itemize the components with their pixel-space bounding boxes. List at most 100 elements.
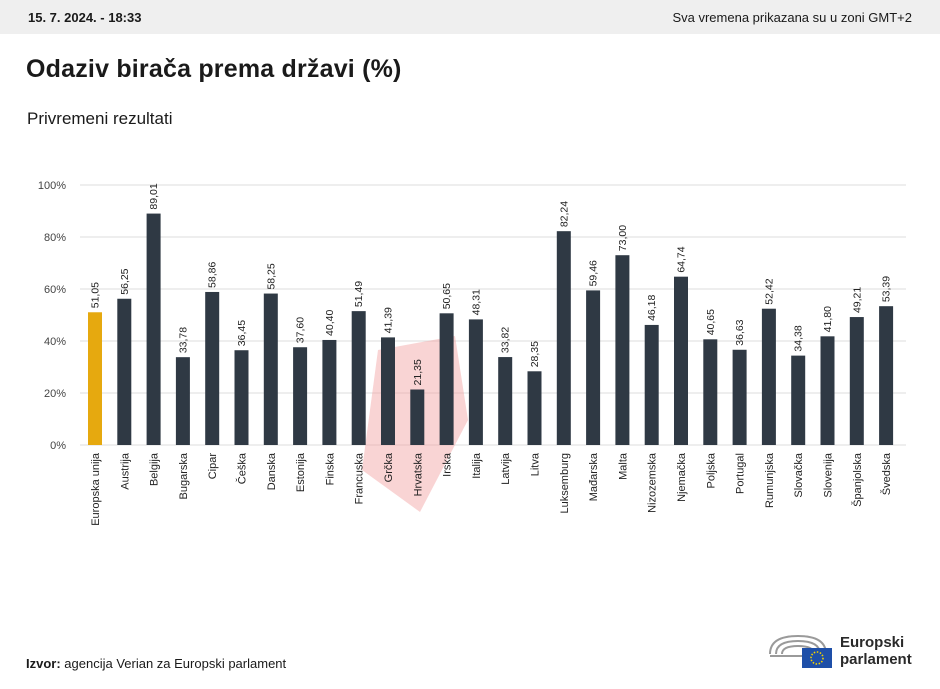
category-label: Grčka xyxy=(383,452,395,482)
bar xyxy=(761,308,776,445)
bar xyxy=(644,324,659,445)
bar xyxy=(234,350,249,445)
bar xyxy=(146,213,161,445)
bar xyxy=(410,389,425,445)
category-label: Estonija xyxy=(295,452,307,492)
y-tick-label: 100% xyxy=(38,180,66,192)
ep-logo: Europski parlament xyxy=(768,630,928,672)
bar xyxy=(615,255,630,445)
bar xyxy=(175,357,190,445)
bar-value-label: 59,46 xyxy=(588,260,600,286)
bar xyxy=(556,231,571,445)
bar xyxy=(439,313,454,445)
bar xyxy=(322,339,337,445)
bar-value-label: 40,40 xyxy=(324,310,336,336)
category-label: Cipar xyxy=(207,453,219,480)
category-label: Slovačka xyxy=(793,452,805,498)
logo-line-2: parlament xyxy=(840,651,912,668)
logo-line-1: Europski xyxy=(840,634,905,651)
timezone-note: Sva vremena prikazana su u zoni GMT+2 xyxy=(672,9,912,25)
category-label: Italija xyxy=(471,452,483,479)
bar xyxy=(703,339,718,445)
category-label: Slovenija xyxy=(823,452,835,498)
bar xyxy=(381,337,395,445)
bar-value-label: 36,63 xyxy=(734,319,746,345)
bar-value-label: 48,31 xyxy=(470,289,482,315)
bar-value-label: 51,49 xyxy=(353,281,365,307)
chart-title: Odaziv birača prema državi (%) xyxy=(26,55,402,83)
bar-value-label: 21,35 xyxy=(412,359,424,385)
y-tick-label: 0% xyxy=(50,440,66,452)
bar xyxy=(732,349,747,445)
category-label: Malta xyxy=(617,452,629,480)
category-label: Hrvatska xyxy=(412,452,424,496)
source-label: Izvor: xyxy=(26,656,61,671)
category-label: Finska xyxy=(324,452,336,485)
bar-value-label: 89,01 xyxy=(148,183,160,209)
bar-value-label: 50,65 xyxy=(441,283,453,309)
category-label: Češka xyxy=(236,452,249,484)
bar-value-label: 33,78 xyxy=(177,327,189,353)
bar-value-label: 82,24 xyxy=(558,201,570,227)
top-bar: 15. 7. 2024. - 18:33 Sva vremena prikaza… xyxy=(0,0,940,34)
parliament-icon xyxy=(769,634,832,668)
category-label: Portugal xyxy=(735,453,747,494)
bar-value-label: 46,18 xyxy=(646,294,658,320)
bar xyxy=(293,347,308,445)
category-label: Europska unija xyxy=(90,452,102,526)
category-label: Danska xyxy=(266,452,278,490)
category-label: Španjolska xyxy=(851,452,864,507)
bar-value-label: 51,05 xyxy=(90,282,102,308)
category-label: Francuska xyxy=(354,452,366,504)
bar-value-label: 58,86 xyxy=(207,262,219,288)
y-tick-label: 40% xyxy=(44,336,66,348)
bar-value-label: 41,39 xyxy=(383,307,395,333)
category-label: Litva xyxy=(530,452,542,476)
category-label: Luksemburg xyxy=(559,453,571,514)
bar-value-label: 37,60 xyxy=(295,317,307,343)
bar xyxy=(88,312,102,445)
category-label: Mađarska xyxy=(588,452,600,501)
category-label: Belgija xyxy=(149,452,161,486)
bar xyxy=(820,336,835,445)
bar-value-label: 36,45 xyxy=(236,320,248,346)
bar-value-label: 34,38 xyxy=(793,325,805,351)
source-note: Izvor: agencija Verian za Europski parla… xyxy=(26,656,286,671)
chart-subtitle: Privremeni rezultati xyxy=(27,109,173,128)
bar-value-label: 41,80 xyxy=(822,306,834,332)
bar-value-label: 64,74 xyxy=(676,246,688,272)
bar xyxy=(263,293,278,445)
category-label: Njemačka xyxy=(676,452,688,502)
bar-value-label: 58,25 xyxy=(265,263,277,289)
bar xyxy=(527,371,542,445)
bar xyxy=(879,306,894,445)
source-text: agencija Verian za Europski parlament xyxy=(60,656,287,671)
datetime: 15. 7. 2024. - 18:33 xyxy=(28,9,142,25)
bar-value-label: 53,39 xyxy=(881,276,893,302)
bar-value-label: 52,42 xyxy=(763,278,775,304)
bar xyxy=(791,355,806,445)
y-tick-label: 80% xyxy=(44,232,66,244)
category-label: Austrija xyxy=(119,452,131,490)
y-tick-label: 60% xyxy=(44,284,66,296)
bar xyxy=(117,298,132,445)
bar xyxy=(205,291,220,445)
bar-value-label: 56,25 xyxy=(119,268,131,294)
category-label: Nizozemska xyxy=(647,452,659,513)
category-label: Rumunjska xyxy=(764,452,776,508)
category-label: Latvija xyxy=(500,452,512,485)
bar xyxy=(468,319,483,445)
bar xyxy=(351,311,366,445)
bar xyxy=(674,276,688,445)
bar-value-label: 73,00 xyxy=(617,225,629,251)
bar xyxy=(586,290,601,445)
bar-value-label: 28,35 xyxy=(529,341,541,367)
bar-value-label: 33,82 xyxy=(500,327,512,353)
bar-value-label: 49,21 xyxy=(851,287,863,313)
category-label: Bugarska xyxy=(178,452,190,499)
bar xyxy=(849,317,864,445)
y-tick-label: 20% xyxy=(44,388,66,400)
category-label: Poljska xyxy=(705,452,717,488)
bar-value-label: 40,65 xyxy=(705,309,717,335)
